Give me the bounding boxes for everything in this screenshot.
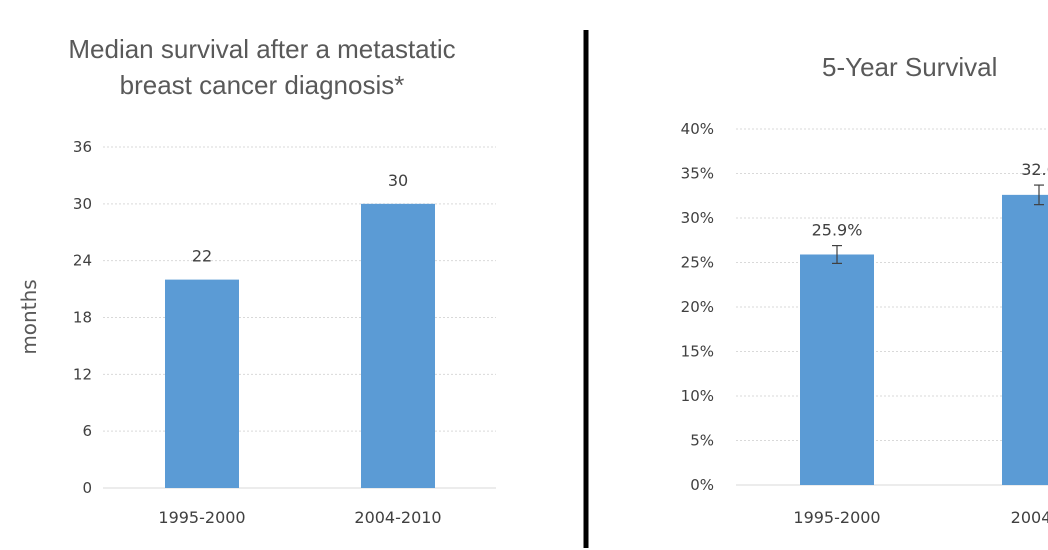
chart-title-line-2: breast cancer diagnosis* [120,70,405,100]
bar [165,279,239,488]
bar [361,203,435,489]
y-tick-label: 0 [82,479,92,497]
chart-five-year-survival: 5-Year Survival 0% 5% 10% 15% 20% 25% 30% 35% 40… [681,52,1048,527]
y-tick-label: 30 [73,195,92,213]
x-tick-label: 1995-2000 [793,508,880,527]
y-tick-label: 12 [73,365,92,383]
x-tick-label: 2004-2 [1011,508,1048,527]
bar [1002,194,1048,486]
y-tick-label: 5% [690,432,714,450]
y-tick-label: 15% [681,343,714,361]
chart-title: 5-Year Survival [822,52,997,82]
y-axis-label: months [17,279,41,354]
y-tick-label: 25% [681,254,714,272]
chart-title-line-1: Median survival after a metastatic [68,34,455,64]
y-tick-label: 20% [681,298,714,316]
y-tick-label: 18 [73,309,92,327]
data-label: 30 [388,171,408,190]
y-tick-label: 36 [73,138,92,156]
y-tick-label: 35% [681,165,714,183]
y-tick-label: 6 [82,422,92,440]
y-tick-label: 0% [690,476,714,494]
y-tick-label: 30% [681,209,714,227]
bar [800,254,874,485]
y-tick-label: 40% [681,120,714,138]
chart-median-survival: Median survival after a metastatic breas… [17,34,496,527]
y-tick-label: 10% [681,387,714,405]
data-label: 25.9% [812,221,863,240]
data-label: 32.6 [1021,160,1048,179]
x-tick-label: 1995-2000 [158,508,245,527]
data-label: 22 [192,247,212,266]
x-tick-label: 2004-2010 [354,508,441,527]
y-tick-label: 24 [73,252,92,270]
